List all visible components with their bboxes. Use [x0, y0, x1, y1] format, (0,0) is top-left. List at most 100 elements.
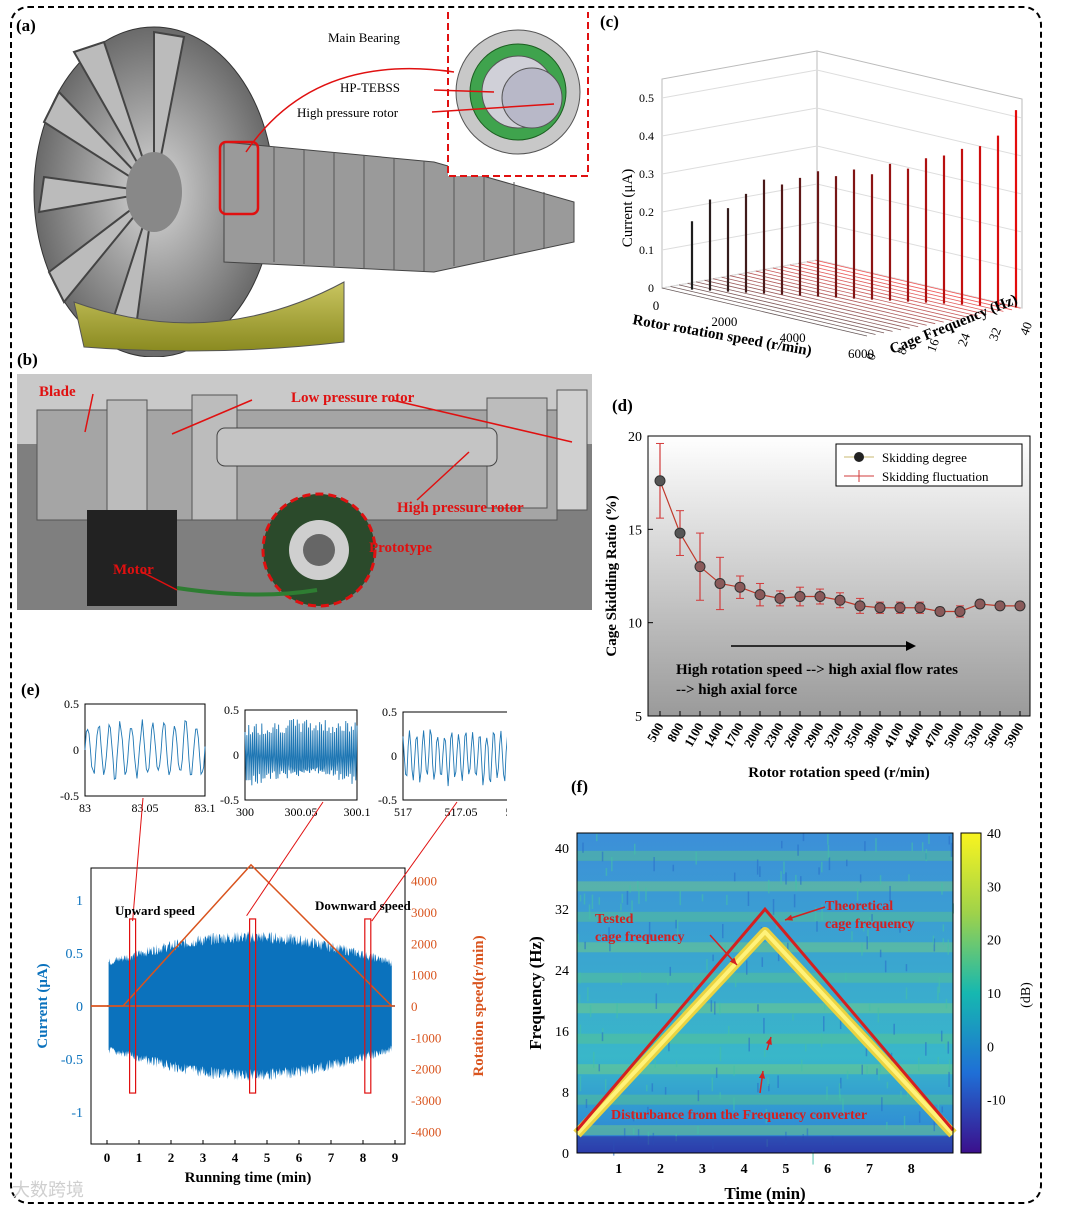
panel-d-label: (d): [612, 396, 633, 415]
noise-speck: [793, 894, 796, 908]
noise-speck: [925, 1042, 927, 1056]
inset-x-tick: 300.05: [285, 805, 318, 819]
noise-speck: [583, 893, 586, 905]
inset-y-tick: 0: [233, 748, 239, 762]
noise-speck: [903, 1115, 906, 1130]
noise-speck: [948, 835, 951, 845]
noise-speck: [697, 1090, 700, 1102]
skidding-point: [1014, 600, 1026, 612]
z-tick-label: 0.5: [639, 91, 654, 105]
engine-illustration: Main Bearing HP-TEBSS High pressure roto…: [33, 7, 589, 358]
noise-speck: [950, 842, 953, 857]
noise-speck: [582, 842, 584, 853]
y-right-tick-label: -3000: [411, 1093, 441, 1108]
x-tick-label: 3200: [821, 720, 847, 750]
noise-speck: [869, 916, 871, 924]
noise-speck: [828, 857, 831, 871]
disturbance-band: [577, 1064, 953, 1075]
y-right-tick-label: 1000: [411, 968, 437, 983]
skidding-point: [974, 598, 986, 610]
noise-speck: [621, 893, 624, 903]
noise-speck: [646, 1084, 648, 1092]
noise-speck: [818, 867, 820, 875]
noise-speck: [669, 966, 672, 976]
noise-speck: [634, 1109, 637, 1121]
disturbance-arrow-1-head: [758, 1071, 766, 1079]
noise-speck: [875, 838, 877, 852]
x-tick-label: 8: [908, 1162, 915, 1177]
y-tick-label: 0: [562, 1147, 569, 1162]
x-tick-label: 6: [824, 1162, 831, 1177]
noise-speck: [911, 842, 913, 852]
floor-spectrum-line: [730, 275, 936, 325]
noise-speck: [777, 947, 780, 962]
inset-y-tick: 0.5: [382, 705, 397, 719]
noise-speck: [846, 859, 848, 867]
panel-e: -0.5 0 0.5 83 83.05 83.1 -0.5 0 0.5 300 300.05 300.…: [17, 678, 533, 1198]
noise-speck: [940, 1030, 943, 1042]
noise-speck: [937, 1056, 939, 1065]
annotation-upward: Upward speed: [115, 903, 196, 918]
noise-speck: [800, 876, 802, 885]
noise-speck: [878, 1069, 880, 1081]
skidding-point: [674, 527, 686, 539]
inset-frame: [402, 711, 520, 801]
disturbance-band: [577, 1033, 953, 1044]
noise-speck: [851, 931, 853, 941]
noise-speck: [806, 1128, 809, 1137]
noise-speck: [821, 904, 823, 921]
noise-speck: [925, 849, 928, 862]
noise-speck: [839, 1017, 842, 1030]
floor-spectrum-line: [670, 286, 876, 335]
x-tick-label: 2900: [801, 720, 827, 750]
y-tick-label: 16: [555, 1025, 569, 1040]
x-tick-label: 2000: [711, 314, 737, 329]
x-tick-label: 4000: [780, 330, 806, 345]
y-tick-label: 24: [555, 964, 569, 979]
skidding-point: [654, 475, 666, 487]
inset-y-tick: 0: [391, 749, 397, 763]
x-tick-label: 0: [104, 1150, 111, 1165]
grid-line-z: [661, 69, 1023, 119]
noise-speck: [664, 933, 667, 942]
panel-b: Blade Low pressure rotor High pressure r…: [17, 350, 592, 610]
x-tick-label: 5: [782, 1162, 789, 1177]
grid-line-z: [661, 145, 1023, 195]
noise-speck: [608, 927, 610, 942]
noise-speck: [638, 889, 640, 904]
noise-speck: [589, 1005, 592, 1018]
noise-speck: [886, 1121, 888, 1130]
noise-speck: [899, 925, 901, 933]
noise-speck: [921, 842, 924, 852]
y-left-tick-label: 0.5: [66, 947, 84, 962]
watermark: 大数跨境: [12, 1180, 84, 1201]
colorbar-unit: (dB): [1019, 982, 1034, 1008]
noise-speck: [648, 921, 651, 938]
noise-speck: [734, 977, 737, 988]
noise-speck: [763, 1017, 765, 1034]
noise-speck: [588, 904, 591, 920]
noise-speck: [579, 1024, 582, 1037]
tested-cage-frequency-core: [575, 930, 955, 1136]
annotation-disturbance: Disturbance from the Frequency converter: [611, 1108, 867, 1123]
noise-speck: [845, 972, 847, 982]
y-left-tick-label: 1: [76, 894, 83, 909]
z-tick-label: 0: [648, 281, 654, 295]
noise-speck: [655, 993, 658, 1009]
noise-speck: [932, 935, 935, 945]
inset-signal: [244, 718, 358, 786]
legend-marker-degree: [854, 452, 864, 462]
noise-speck: [827, 844, 830, 859]
y-axis-label: Cage Skidding Ratio (%): [604, 495, 620, 656]
bearing-highlight-box: [218, 140, 260, 216]
floor-spectrum-line: [772, 267, 978, 317]
inset-x-tick: 517.1: [506, 805, 508, 819]
noise-speck: [664, 1087, 667, 1095]
theoretical-cage-frequency-line: [575, 906, 955, 1132]
noise-speck: [879, 1060, 882, 1073]
panel-f: Tested cage frequency Theoretical cage freq…: [515, 775, 1042, 1205]
z-axis-label: Current (μA): [620, 169, 636, 247]
y-tick-label: 32: [555, 903, 569, 918]
x-tick-label: 1400: [701, 720, 727, 750]
noise-speck: [757, 1004, 759, 1012]
